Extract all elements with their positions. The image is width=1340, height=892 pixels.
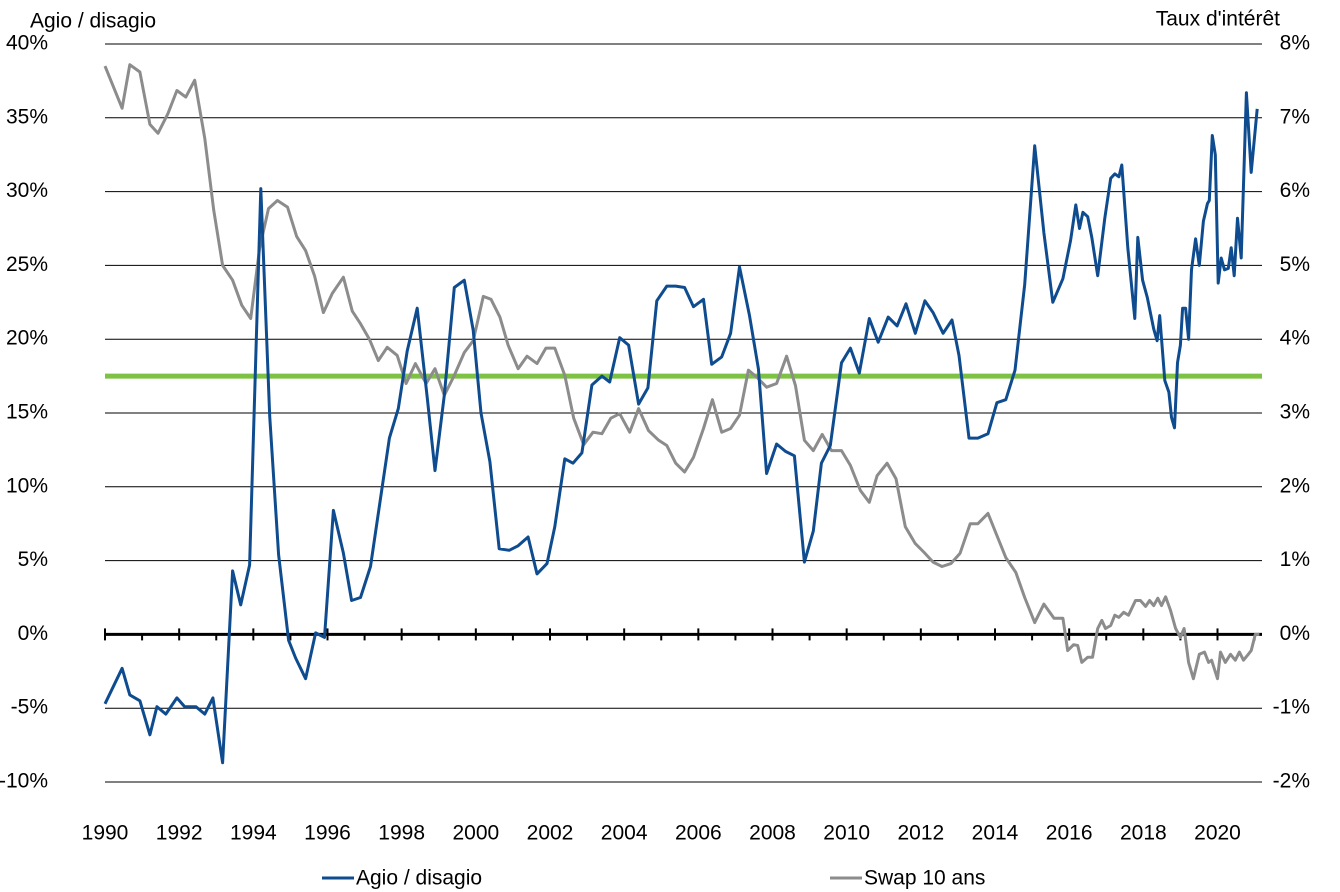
legend-label: Swap 10 ans (864, 867, 985, 890)
x-tick-label: 2020 (1194, 822, 1241, 845)
y2-tick-label: 3% (1280, 401, 1310, 424)
y2-tick-label: 4% (1280, 327, 1310, 350)
x-tick-label: 2004 (601, 822, 648, 845)
x-tick-label: 2018 (1120, 822, 1167, 845)
x-tick-label: 2012 (897, 822, 944, 845)
y2-tick-label: 6% (1280, 179, 1310, 202)
x-tick-label: 1994 (230, 822, 277, 845)
x-tick-label: 1996 (304, 822, 351, 845)
x-tick-label: 1990 (82, 822, 129, 845)
y-tick-label: 0% (18, 622, 48, 645)
series-line (103, 63, 1260, 681)
y2-tick-label: 8% (1280, 32, 1310, 55)
y-axis-title: Agio / disagio (30, 10, 156, 33)
y2-tick-label: 5% (1280, 253, 1310, 276)
y2-tick-label: -2% (1273, 770, 1310, 793)
y-tick-label: -10% (0, 770, 48, 793)
x-tick-label: 1998 (378, 822, 425, 845)
y-tick-label: 40% (6, 32, 48, 55)
y-tick-label: 30% (6, 179, 48, 202)
y2-tick-label: 7% (1280, 105, 1310, 128)
series-line (103, 91, 1259, 765)
y-tick-label: 15% (6, 401, 48, 424)
x-tick-label: 1992 (156, 822, 203, 845)
y-tick-label: -5% (11, 696, 48, 719)
x-tick-label: 2014 (972, 822, 1019, 845)
y2-tick-label: 1% (1280, 548, 1310, 571)
x-tick-label: 2016 (1046, 822, 1093, 845)
y2-axis-title: Taux d'intérêt (1156, 8, 1280, 31)
legend-label: Agio / disagio (356, 867, 482, 890)
y-tick-label: 20% (6, 327, 48, 350)
y-tick-label: 25% (6, 253, 48, 276)
x-tick-label: 2002 (527, 822, 574, 845)
y-tick-label: 35% (6, 105, 48, 128)
y2-tick-label: 0% (1280, 622, 1310, 645)
y-tick-label: 5% (18, 548, 48, 571)
y2-tick-label: -1% (1273, 696, 1310, 719)
x-tick-label: 2000 (452, 822, 499, 845)
x-tick-label: 2010 (823, 822, 870, 845)
y-tick-label: 10% (6, 474, 48, 497)
y2-tick-label: 2% (1280, 474, 1310, 497)
x-tick-label: 2008 (749, 822, 796, 845)
x-tick-label: 2006 (675, 822, 722, 845)
